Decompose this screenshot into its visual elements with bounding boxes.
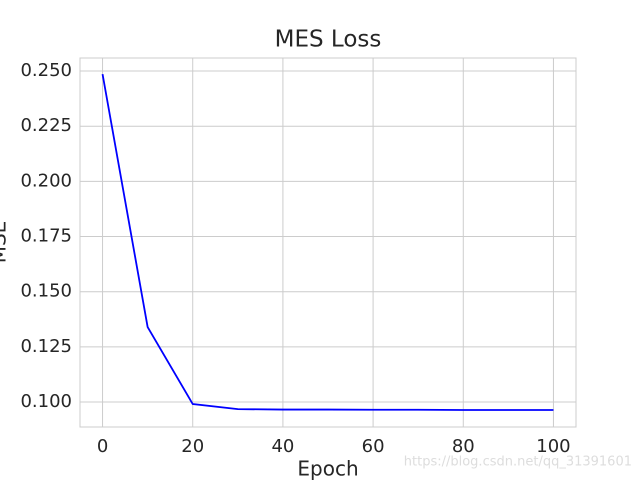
chart-title: MES Loss [275, 27, 382, 53]
plot-area [79, 57, 577, 428]
y-tick-label: 0.100 [20, 391, 72, 412]
line [101, 73, 554, 411]
y-tick-label: 0.175 [20, 226, 72, 247]
watermark: https://blog.csdn.net/qq_31391601 [404, 455, 632, 470]
y-tick-label: 0.150 [20, 281, 72, 302]
x-tick-label: 40 [271, 436, 294, 457]
x-tick-label: 20 [181, 436, 204, 457]
y-tick-label: 0.250 [20, 60, 72, 81]
y-tick-label: 0.125 [20, 336, 72, 357]
y-tick-label: 0.225 [20, 115, 72, 136]
x-tick-label: 80 [452, 436, 475, 457]
x-tick-label: 0 [97, 436, 108, 457]
x-tick-label: 60 [362, 436, 385, 457]
y-axis-label: MSE [0, 221, 11, 264]
x-axis-label: Epoch [297, 457, 358, 480]
y-tick-label: 0.200 [20, 170, 72, 191]
x-tick-label: 100 [536, 436, 570, 457]
